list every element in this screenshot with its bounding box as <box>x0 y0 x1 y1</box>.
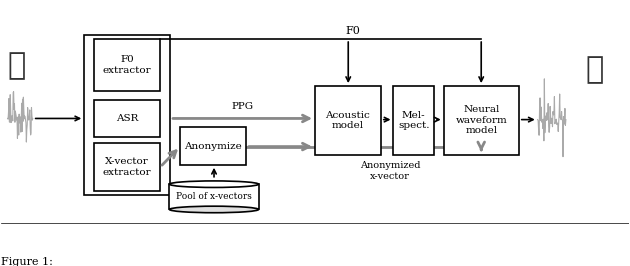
FancyBboxPatch shape <box>444 86 519 155</box>
Text: X-vector
extractor: X-vector extractor <box>103 157 151 177</box>
FancyBboxPatch shape <box>393 86 434 155</box>
Text: PPG: PPG <box>232 102 254 111</box>
Text: Neural
waveform
model: Neural waveform model <box>455 105 507 135</box>
Text: F0: F0 <box>345 26 360 36</box>
FancyBboxPatch shape <box>315 86 381 155</box>
FancyBboxPatch shape <box>84 35 170 195</box>
Text: Anonymize: Anonymize <box>184 142 242 151</box>
Ellipse shape <box>169 181 258 188</box>
Text: Figure 1:: Figure 1: <box>1 257 60 266</box>
FancyBboxPatch shape <box>94 39 160 90</box>
Ellipse shape <box>169 206 258 213</box>
Text: Pool of x-vectors: Pool of x-vectors <box>176 193 252 201</box>
Text: F0
extractor: F0 extractor <box>103 55 151 74</box>
Text: Acoustic
model: Acoustic model <box>326 111 370 130</box>
Text: ASR: ASR <box>116 114 139 123</box>
FancyBboxPatch shape <box>94 143 160 191</box>
FancyBboxPatch shape <box>94 100 160 138</box>
FancyBboxPatch shape <box>169 184 258 209</box>
Text: 👤: 👤 <box>8 51 26 80</box>
FancyBboxPatch shape <box>180 127 246 165</box>
Text: 🔊: 🔊 <box>585 56 604 85</box>
Text: Mel-
spect.: Mel- spect. <box>398 111 430 130</box>
Text: Anonymized
x-vector: Anonymized x-vector <box>360 161 420 181</box>
